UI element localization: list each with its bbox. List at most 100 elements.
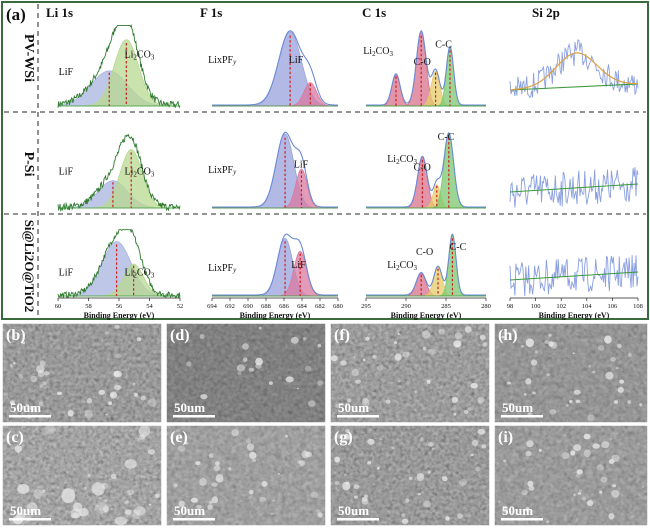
sem-particle [114, 325, 120, 329]
sem-particle [236, 364, 245, 372]
sem-particle [393, 341, 398, 344]
sem-particle [246, 438, 252, 444]
sem-particle [596, 464, 604, 471]
sem-image-h: (h) 50um [493, 322, 649, 424]
sem-panel-letter: (i) [498, 429, 513, 446]
sem-scale-label: 50um [502, 503, 533, 518]
sem-particle [211, 496, 219, 504]
sem-particle [139, 434, 145, 440]
sem-particle [604, 335, 612, 344]
sem-particle [105, 413, 108, 416]
sem-particle [613, 400, 619, 404]
x-tick-label: 280 [481, 303, 491, 310]
sem-particle [441, 476, 448, 482]
sem-particle [550, 341, 558, 349]
sem-particle [477, 396, 485, 404]
sem-particle [25, 404, 30, 407]
envelope-line [366, 233, 486, 296]
sem-particle [340, 360, 347, 366]
sem-particle [3, 392, 9, 397]
sem-border [1, 322, 163, 424]
sem-particle [610, 357, 616, 362]
peak-label-c-c: C-C [450, 242, 467, 253]
sem-particle [579, 489, 582, 492]
sem-particle [361, 499, 369, 505]
x-tick-label: 692 [225, 303, 235, 310]
peak-label-lif: LiF [291, 260, 306, 271]
sem-particle [605, 371, 614, 380]
sem-particle [61, 488, 76, 504]
sem-particle [611, 454, 620, 462]
x-tick-label: 60 [55, 303, 62, 310]
sem-particle [186, 361, 192, 367]
spectrum-r3-c3: Li2CO3 C-O C-C 295 290 285 280 Binding Energy (… [361, 233, 491, 320]
sem-particle [301, 450, 310, 459]
sem-particle [200, 394, 208, 400]
sem-particle [334, 456, 341, 463]
sem-particle [583, 449, 591, 458]
sem-particle [599, 490, 603, 494]
sem-particle [612, 484, 617, 488]
x-axis-label: Binding Energy (eV) [240, 311, 311, 320]
sem-particle [414, 390, 418, 394]
sem-particle [138, 425, 151, 437]
envelope-line [57, 24, 181, 109]
sem-particle [428, 348, 437, 355]
sem-particle [527, 412, 533, 416]
sem-border [329, 424, 491, 527]
spectrum-r1-c3: Li2CO3 C-O C-C [363, 30, 486, 107]
sem-particle [601, 441, 610, 449]
sem-particle [548, 333, 552, 337]
si-noise-line [509, 255, 639, 297]
peak-label-c-o: C-O [414, 163, 431, 174]
sem-particle [124, 500, 129, 505]
sem-image-e: (e) 50um [165, 424, 327, 527]
sem-particle [336, 433, 344, 440]
sem-particle [30, 375, 38, 383]
sem-particle [385, 399, 391, 404]
sem-particle [597, 345, 605, 351]
sem-particle [308, 400, 316, 407]
sem-scale-bar [9, 415, 51, 418]
sem-particle [592, 370, 596, 374]
sem-particle [231, 429, 239, 437]
spectrum-r3-c4: 98 100 102 104 106 108 Binding Energy (eV) [507, 255, 643, 320]
sem-particle [211, 482, 218, 487]
sem-particle [572, 352, 575, 355]
sem-particle [575, 399, 581, 404]
row-label-si-li2o-tio2: Si@Li2O@TiO2 [22, 220, 37, 313]
x-tick-label: 285 [441, 303, 451, 310]
sem-particle [445, 516, 450, 521]
sem-particle [372, 354, 377, 359]
x-axis-label: Binding Energy (eV) [391, 311, 462, 320]
sem-particle [416, 473, 425, 481]
sem-particle [277, 473, 280, 475]
sem-particle [103, 499, 108, 503]
row-label-pv-wsi: PV-WSi [21, 34, 36, 82]
sem-particle [573, 493, 576, 497]
sem-particle [248, 367, 255, 372]
sem-particle [525, 507, 530, 512]
sem-particle [214, 465, 220, 472]
column-header-li1s: Li 1s [46, 5, 73, 20]
sem-texture-overlay [494, 425, 648, 526]
sem-border [493, 424, 649, 527]
sem-particle [639, 403, 643, 407]
sem-particle [526, 440, 534, 448]
sem-particle [379, 438, 383, 441]
sem-particle [523, 393, 527, 396]
column-header-c1s: C 1s [362, 5, 386, 20]
x-tick-label: 108 [633, 303, 643, 310]
sem-scale-bar [501, 518, 543, 521]
sem-particle [474, 466, 481, 472]
x-tick-label: 102 [556, 303, 566, 310]
sem-particle [630, 514, 635, 519]
sem-particle [290, 336, 299, 344]
si-baseline [509, 83, 639, 91]
sem-particle [87, 473, 91, 477]
sem-particle [408, 476, 413, 480]
sem-particle [472, 439, 479, 447]
sem-particle [86, 398, 93, 404]
sem-particle [617, 386, 624, 393]
sem-scale-label: 50um [502, 400, 533, 415]
